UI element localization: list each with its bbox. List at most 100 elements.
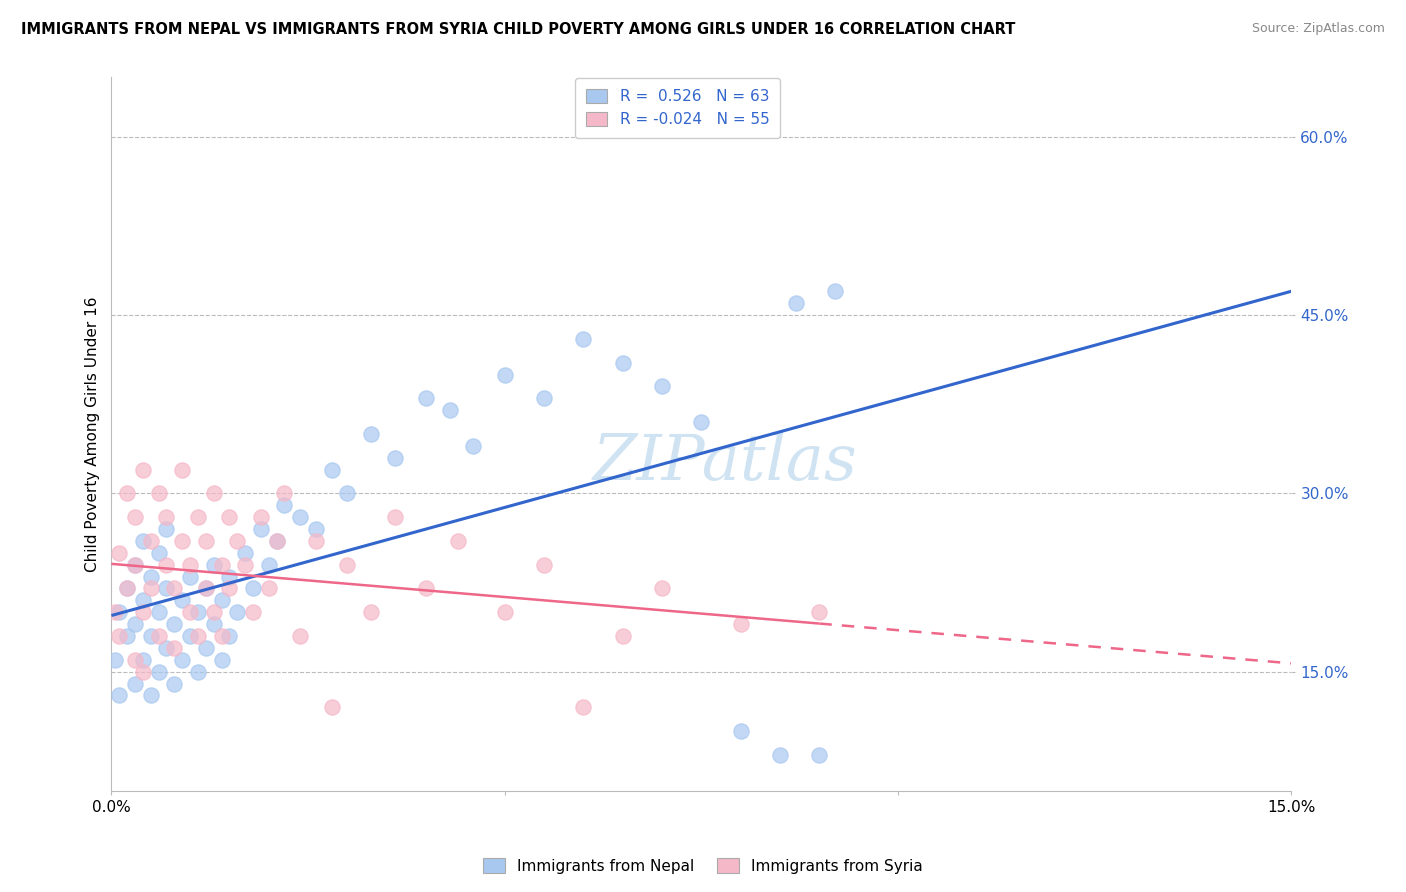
Point <box>163 617 186 632</box>
Point <box>155 640 177 655</box>
Point <box>226 533 249 548</box>
Point <box>124 653 146 667</box>
Y-axis label: Child Poverty Among Girls Under 16: Child Poverty Among Girls Under 16 <box>86 296 100 572</box>
Point <box>415 582 437 596</box>
Point <box>218 569 240 583</box>
Point <box>124 510 146 524</box>
Point <box>266 533 288 548</box>
Point <box>273 498 295 512</box>
Point <box>572 332 595 346</box>
Point <box>187 510 209 524</box>
Point <box>132 533 155 548</box>
Point <box>533 558 555 572</box>
Point <box>179 569 201 583</box>
Point <box>187 605 209 619</box>
Point <box>808 747 831 762</box>
Point <box>690 415 713 429</box>
Point <box>242 605 264 619</box>
Point <box>415 392 437 406</box>
Point <box>439 403 461 417</box>
Point <box>115 629 138 643</box>
Point <box>257 582 280 596</box>
Point <box>384 510 406 524</box>
Point <box>242 582 264 596</box>
Point <box>104 653 127 667</box>
Point <box>172 593 194 607</box>
Point <box>321 463 343 477</box>
Point <box>179 558 201 572</box>
Point <box>148 629 170 643</box>
Point <box>132 605 155 619</box>
Point <box>139 689 162 703</box>
Point <box>194 582 217 596</box>
Point <box>824 285 846 299</box>
Point <box>115 486 138 500</box>
Point <box>612 629 634 643</box>
Point <box>155 558 177 572</box>
Point <box>139 533 162 548</box>
Legend: Immigrants from Nepal, Immigrants from Syria: Immigrants from Nepal, Immigrants from S… <box>477 852 929 880</box>
Point <box>124 558 146 572</box>
Point <box>194 533 217 548</box>
Point <box>211 593 233 607</box>
Point <box>115 582 138 596</box>
Point <box>218 510 240 524</box>
Point <box>202 605 225 619</box>
Point <box>132 593 155 607</box>
Point <box>194 640 217 655</box>
Point <box>360 427 382 442</box>
Point <box>155 510 177 524</box>
Point <box>124 558 146 572</box>
Point <box>218 629 240 643</box>
Point <box>108 546 131 560</box>
Point <box>148 546 170 560</box>
Point <box>108 629 131 643</box>
Point <box>612 356 634 370</box>
Text: IMMIGRANTS FROM NEPAL VS IMMIGRANTS FROM SYRIA CHILD POVERTY AMONG GIRLS UNDER 1: IMMIGRANTS FROM NEPAL VS IMMIGRANTS FROM… <box>21 22 1015 37</box>
Point <box>132 463 155 477</box>
Point <box>194 582 217 596</box>
Text: ZIPatlas: ZIPatlas <box>592 432 858 493</box>
Point <box>360 605 382 619</box>
Point <box>124 676 146 690</box>
Point <box>384 450 406 465</box>
Point <box>651 582 673 596</box>
Point <box>124 617 146 632</box>
Point <box>179 605 201 619</box>
Point <box>769 747 792 762</box>
Point <box>115 582 138 596</box>
Point <box>148 665 170 679</box>
Point <box>155 522 177 536</box>
Point <box>305 522 328 536</box>
Point <box>163 582 186 596</box>
Point <box>187 665 209 679</box>
Point <box>132 653 155 667</box>
Point <box>172 653 194 667</box>
Point <box>257 558 280 572</box>
Point <box>139 569 162 583</box>
Point <box>233 546 256 560</box>
Point <box>187 629 209 643</box>
Point <box>305 533 328 548</box>
Point <box>172 533 194 548</box>
Point <box>211 653 233 667</box>
Point <box>172 463 194 477</box>
Point <box>148 605 170 619</box>
Point <box>202 617 225 632</box>
Point <box>321 700 343 714</box>
Point <box>446 533 468 548</box>
Point <box>132 665 155 679</box>
Point <box>104 605 127 619</box>
Point <box>139 629 162 643</box>
Point <box>211 629 233 643</box>
Point <box>808 605 831 619</box>
Point <box>273 486 295 500</box>
Point <box>730 724 752 739</box>
Point <box>250 522 273 536</box>
Point <box>233 558 256 572</box>
Point <box>250 510 273 524</box>
Point <box>202 558 225 572</box>
Point <box>108 689 131 703</box>
Point <box>494 605 516 619</box>
Point <box>179 629 201 643</box>
